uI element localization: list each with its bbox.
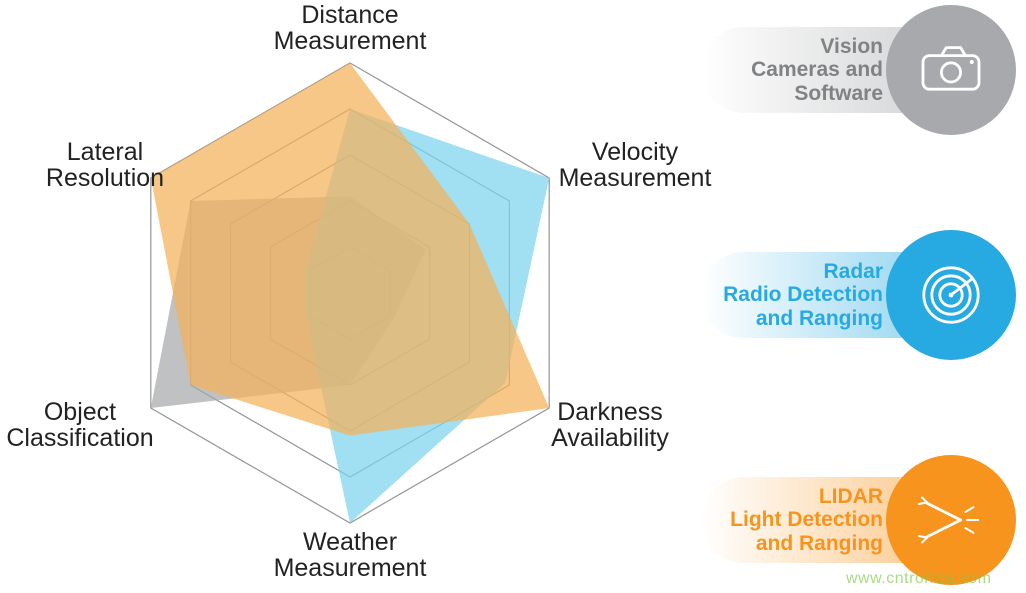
axis-label-weather: Weather Measurement [200, 529, 500, 582]
axis-label-object: Object Classification [0, 399, 230, 452]
axis-label-distance: Distance Measurement [200, 2, 500, 55]
legend-text: Software [794, 82, 883, 105]
legend-circle [886, 455, 1016, 585]
legend-text: Light Detection [730, 508, 883, 531]
legend-circle [886, 230, 1016, 360]
legend-item-radar: RadarRadio Detectionand Ranging [686, 230, 1016, 360]
legend-item-lidar: LIDARLight Detectionand Ranging [686, 455, 1016, 585]
legend-text: and Ranging [756, 532, 883, 555]
legend-text: LIDAR [819, 485, 883, 508]
legend-text: Radar [823, 260, 883, 283]
lidar-icon [911, 480, 991, 560]
legend-text: Cameras and [751, 58, 883, 81]
legend: VisionCameras andSoftware RadarRadio Dete… [686, 5, 1016, 588]
legend-text: Radio Detection [723, 283, 883, 306]
legend-text: Vision [820, 35, 883, 58]
watermark: www.cntronics.com [846, 570, 991, 588]
radar-icon [911, 255, 991, 335]
legend-circle [886, 5, 1016, 135]
legend-text: and Ranging [756, 307, 883, 330]
camera-icon [911, 30, 991, 110]
axis-label-lateral: Lateral Resolution [0, 139, 255, 192]
legend-item-vision: VisionCameras andSoftware [686, 5, 1016, 135]
